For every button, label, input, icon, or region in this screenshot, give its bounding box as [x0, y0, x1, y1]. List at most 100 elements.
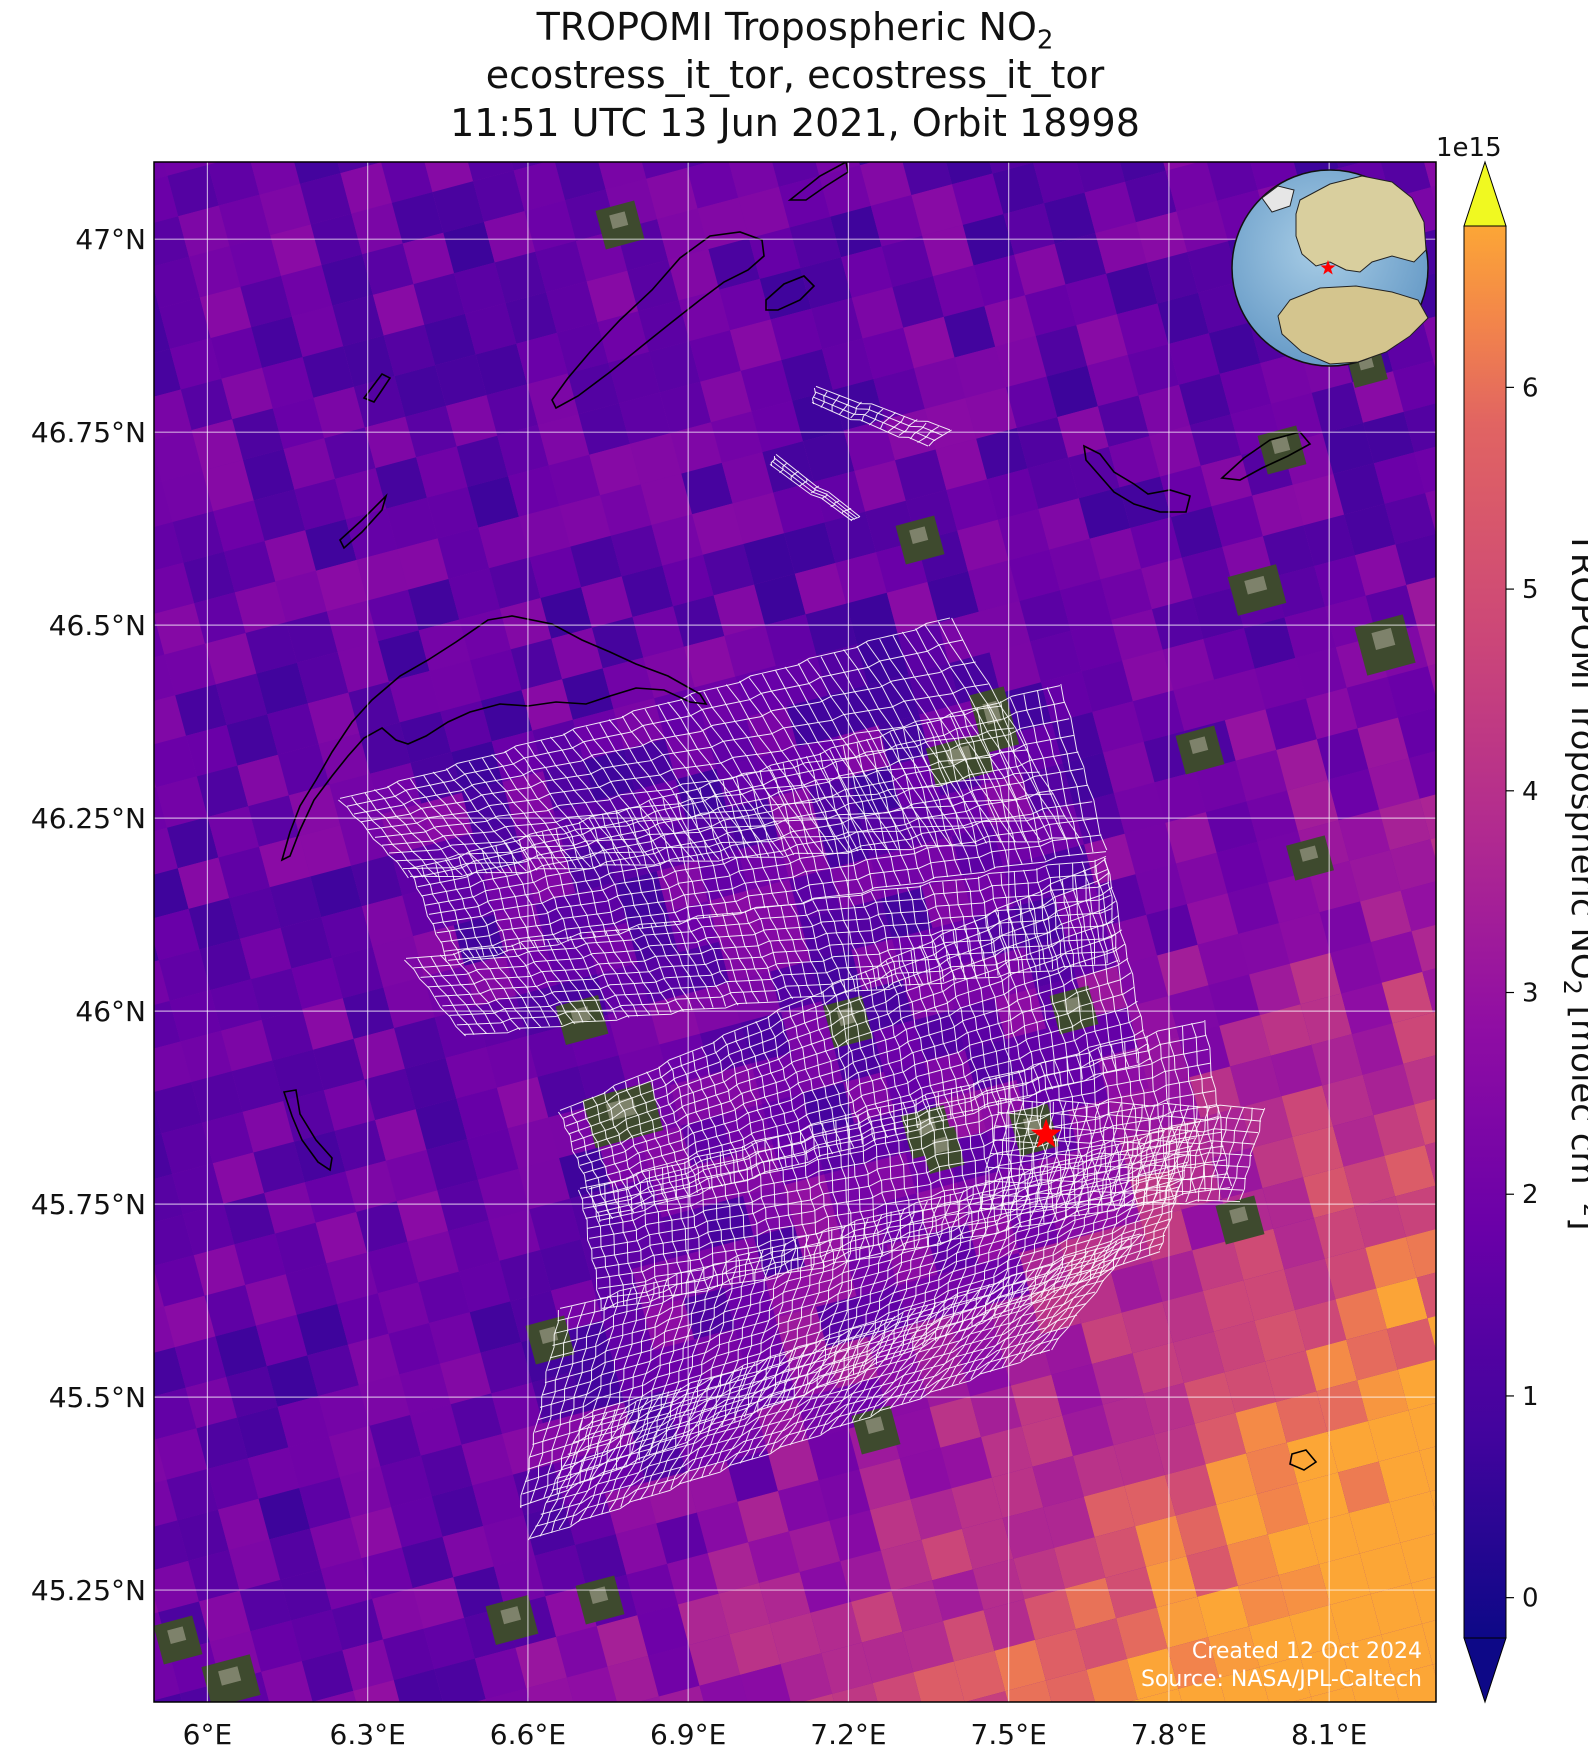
no2-pixel [380, 1455, 432, 1507]
no2-pixel [1106, 262, 1158, 315]
no2-pixel [175, 684, 227, 736]
no2-pixel [310, 1517, 362, 1570]
no2-pixel [843, 1071, 895, 1124]
no2-pixel [1300, 1645, 1352, 1697]
no2-pixel [1035, 1629, 1087, 1681]
no2-pixel [177, 857, 230, 909]
no2-pixel [1276, 739, 1328, 791]
globe-land-africa [1277, 285, 1429, 365]
no2-pixel [578, 403, 630, 455]
no2-pixel [202, 1111, 254, 1164]
no2-pixel [353, 1680, 400, 1702]
no2-pixel [250, 1620, 302, 1672]
no2-pixel [851, 287, 904, 339]
no2-pixel [1424, 162, 1436, 188]
no2-pixel [378, 630, 430, 682]
no2-pixel [1197, 1585, 1249, 1638]
no2-pixel [229, 887, 281, 939]
colorbar-tick-label: 4 [1522, 777, 1539, 807]
no2-pixel [1183, 1372, 1236, 1424]
no2-pixel [748, 1531, 800, 1583]
no2-pixel [518, 1158, 570, 1210]
no2-pixel [1044, 192, 1096, 244]
no2-pixel [1024, 936, 1076, 988]
no2-pixel [313, 386, 365, 439]
no2-pixel [348, 681, 400, 734]
no2-pixel [381, 162, 383, 163]
no2-pixel [238, 103, 289, 154]
no2-pixel [935, 438, 987, 490]
no2-pixel [399, 711, 452, 763]
no2-pixel [1108, 436, 1161, 488]
no2-pixel [702, 544, 755, 596]
no2-pixel [1224, 709, 1277, 761]
no2-pixel [154, 1560, 199, 1613]
no2-pixel [154, 908, 200, 961]
no2-pixel [1203, 628, 1255, 680]
no2-pixel [154, 430, 203, 482]
no2-pixel [1165, 812, 1217, 864]
site-star [1030, 1118, 1062, 1148]
no2-pixel [1051, 1364, 1103, 1416]
no2-pixel [367, 589, 419, 642]
no2-pixel [311, 1701, 313, 1702]
no2-pixel [1408, 1402, 1436, 1451]
no2-pixel [883, 1713, 934, 1752]
no2-pixel [221, 367, 273, 420]
no2-pixel [932, 1569, 984, 1621]
y-tick-label: 45.25°N [31, 1574, 146, 1607]
no2-pixel [154, 1306, 175, 1353]
no2-pixel [154, 308, 170, 354]
no2-pixel [1006, 376, 1058, 428]
no2-pixel [196, 1417, 248, 1469]
no2-pixel [924, 398, 977, 450]
no2-pixel [933, 265, 985, 317]
no2-pixel [1164, 1464, 1217, 1516]
no2-pixel [499, 598, 552, 650]
no2-pixel [1295, 647, 1347, 699]
no2-pixel [208, 162, 260, 206]
no2-pixel [902, 162, 952, 196]
no2-pixel [953, 1650, 1006, 1702]
colorbar-title-sup: −2 [1578, 1185, 1588, 1217]
colorbar-extend-min [1463, 1637, 1507, 1704]
no2-pixel [154, 735, 197, 788]
no2-pixel [302, 346, 354, 398]
no2-pixel [418, 1271, 470, 1323]
no2-pixel [383, 324, 436, 377]
no2-pixel [258, 1488, 310, 1540]
no2-pixel [180, 1030, 232, 1083]
no2-pixel [386, 497, 438, 550]
no2-pixel [239, 1579, 291, 1632]
no2-pixel [1165, 162, 1218, 212]
no2-pixel [1430, 1489, 1436, 1514]
imagery-patch [1257, 425, 1307, 475]
no2-pixel [551, 627, 603, 680]
no2-pixel [294, 1130, 346, 1183]
no2-pixel [1338, 809, 1390, 861]
no2-pixel [1024, 1588, 1076, 1640]
no2-pixel [383, 976, 435, 1029]
no2-pixel [981, 1426, 1033, 1478]
no2-pixel [1333, 463, 1385, 515]
no2-pixel [394, 365, 446, 417]
no2-pixel [1379, 798, 1431, 851]
no2-pixel [1076, 314, 1128, 366]
no2-pixel [1381, 1623, 1433, 1676]
no2-pixel [713, 584, 765, 636]
no2-pixel [673, 595, 725, 647]
no2-pixel [678, 289, 730, 342]
no2-pixel [821, 1642, 873, 1694]
no2-pixel [1368, 758, 1420, 810]
no2-pixel [1246, 1442, 1298, 1494]
no2-pixel [1322, 1074, 1374, 1127]
no2-pixel [540, 1239, 592, 1291]
no2-pixel [772, 162, 820, 187]
source-text: Source: NASA/JPL-Caltech [1141, 1667, 1422, 1692]
imagery-patch [851, 1405, 901, 1455]
no2-pixel [1100, 568, 1152, 620]
no2-pixel [154, 603, 205, 655]
no2-pixel [1340, 1634, 1393, 1687]
no2-pixel [1156, 1596, 1209, 1649]
